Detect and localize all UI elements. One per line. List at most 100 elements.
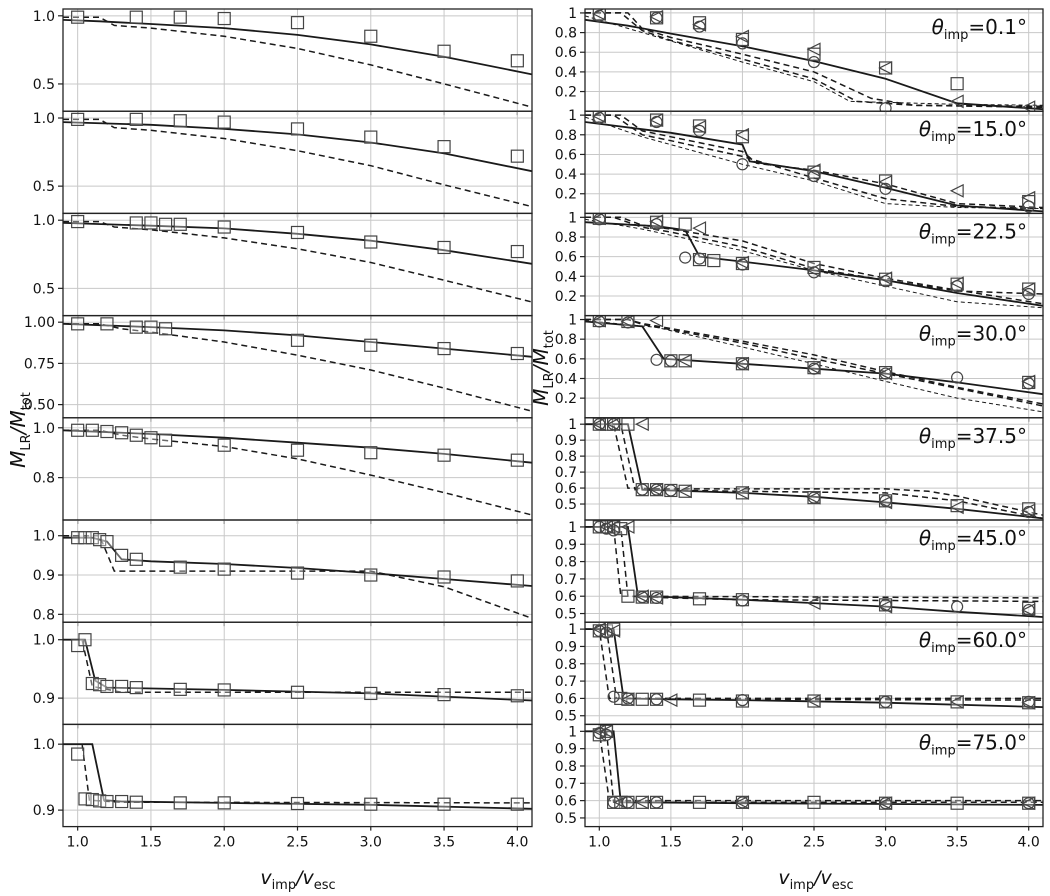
data-point-square bbox=[510, 54, 524, 68]
theta-subscript: imp bbox=[931, 641, 956, 656]
data-point-square bbox=[807, 694, 821, 708]
plot-area bbox=[585, 9, 1043, 112]
theta-value: =60.0° bbox=[956, 628, 1027, 652]
data-point-circle bbox=[693, 252, 706, 265]
plot-area bbox=[585, 520, 1043, 618]
data-point-square bbox=[217, 683, 231, 697]
data-point-circle bbox=[736, 594, 749, 607]
data-point-square bbox=[635, 692, 649, 706]
data-point-circle bbox=[807, 55, 821, 69]
data-point-square bbox=[173, 10, 187, 24]
y-tick-label: 0.9 bbox=[555, 433, 577, 449]
data-point-triangle bbox=[634, 795, 649, 810]
data-point-triangle bbox=[606, 623, 621, 638]
data-point-square bbox=[290, 333, 305, 347]
data-point-square bbox=[692, 592, 707, 606]
series-line-solid bbox=[63, 536, 532, 587]
theta-value: =22.5° bbox=[956, 219, 1027, 243]
series-line-solid bbox=[63, 429, 532, 464]
y-tick-label: 0.5 bbox=[555, 497, 577, 513]
data-point-triangle bbox=[1021, 374, 1036, 389]
y-tick-label: 1.0 bbox=[33, 111, 55, 127]
data-point-triangle bbox=[620, 692, 635, 707]
data-point-square bbox=[364, 29, 378, 43]
series-line-solid bbox=[63, 222, 532, 265]
y-tick-label: 0.7 bbox=[555, 776, 577, 792]
panel-right-1: 0.2 0.4 0.6 0.8 1 θimp=15.0° bbox=[555, 108, 1044, 218]
plot-area bbox=[585, 724, 1043, 811]
data-point-circle bbox=[650, 693, 663, 706]
left-y-axis-label: MLR/Mtot bbox=[6, 392, 34, 468]
data-point-triangle bbox=[606, 520, 621, 534]
theta-annotation: θimp=22.5° bbox=[919, 219, 1027, 247]
data-point-triangle bbox=[591, 622, 606, 637]
data-point-triangle bbox=[692, 119, 707, 134]
data-point-square bbox=[129, 112, 143, 126]
series-line-dashed bbox=[585, 628, 1043, 700]
data-point-triangle bbox=[806, 163, 821, 178]
theta-annotation: θimp=45.0° bbox=[919, 526, 1027, 554]
data-point-square bbox=[510, 574, 524, 588]
theta-annotation: θimp=75.0° bbox=[919, 730, 1027, 758]
series-line-solid bbox=[63, 322, 532, 358]
data-point-circle bbox=[879, 182, 892, 195]
y-tick-label: 0.6 bbox=[555, 352, 577, 368]
y-tick-label: 0.6 bbox=[555, 794, 577, 810]
theta-symbol: θ bbox=[919, 322, 931, 346]
data-point-square bbox=[85, 676, 99, 691]
data-point-square bbox=[437, 240, 451, 255]
data-point-square bbox=[364, 338, 378, 352]
data-point-square bbox=[158, 322, 173, 336]
data-point-square bbox=[592, 9, 606, 21]
data-point-triangle bbox=[591, 9, 606, 21]
y-tick-label: 1 bbox=[568, 520, 577, 536]
series-line-dashed bbox=[585, 114, 1043, 210]
data-point-circle bbox=[951, 371, 964, 384]
theta-subscript: imp bbox=[931, 539, 956, 554]
x-label-sub2: esc bbox=[832, 878, 854, 893]
data-point-square bbox=[129, 681, 143, 695]
y-label-sub2: tot bbox=[542, 330, 557, 348]
data-point-circle bbox=[664, 354, 677, 367]
y-tick-label: 0.8 bbox=[555, 128, 577, 144]
data-point-square bbox=[437, 688, 451, 702]
y-tick-label: 0.8 bbox=[555, 759, 577, 775]
data-point-square bbox=[592, 111, 606, 123]
data-point-triangle bbox=[1021, 100, 1036, 112]
theta-annotation: θimp=60.0° bbox=[919, 628, 1027, 656]
series-line-solid bbox=[63, 743, 532, 810]
data-point-square bbox=[85, 792, 99, 807]
data-point-square bbox=[290, 443, 305, 457]
data-point-square bbox=[71, 747, 85, 761]
y-tick-label: 0.2 bbox=[555, 187, 577, 203]
x-tick-label: 3.0 bbox=[874, 835, 896, 851]
y-tick-label: 1 bbox=[568, 6, 577, 22]
data-point-triangle bbox=[949, 276, 964, 291]
theta-symbol: θ bbox=[919, 628, 931, 652]
plot-area bbox=[585, 622, 1043, 710]
y-tick-label: 0.8 bbox=[555, 230, 577, 246]
x-tick-label: 4.0 bbox=[1018, 835, 1040, 851]
data-point-square bbox=[217, 438, 231, 452]
y-tick-label: 0.7 bbox=[555, 465, 577, 481]
data-point-triangle bbox=[735, 795, 750, 810]
data-point-square bbox=[437, 44, 451, 58]
y-tick-label: 0.9 bbox=[33, 691, 55, 707]
data-point-square bbox=[437, 448, 451, 462]
y-tick-label: 0.9 bbox=[555, 639, 577, 655]
plot-area bbox=[585, 417, 1043, 520]
theta-value: =45.0° bbox=[956, 526, 1027, 550]
data-point-triangle bbox=[591, 315, 606, 328]
data-point-square bbox=[692, 693, 707, 707]
data-point-square bbox=[735, 130, 750, 144]
series-line-dashed bbox=[585, 423, 1043, 516]
y-tick-label: 0.8 bbox=[555, 332, 577, 348]
plot-area bbox=[63, 531, 532, 620]
data-point-triangle bbox=[949, 94, 964, 109]
data-point-triangle bbox=[735, 356, 750, 371]
x-label-main: v bbox=[260, 867, 272, 889]
data-point-triangle bbox=[634, 417, 649, 432]
y-tick-label: 0.4 bbox=[555, 167, 577, 183]
data-point-square bbox=[678, 217, 692, 231]
plot-area bbox=[63, 423, 532, 516]
